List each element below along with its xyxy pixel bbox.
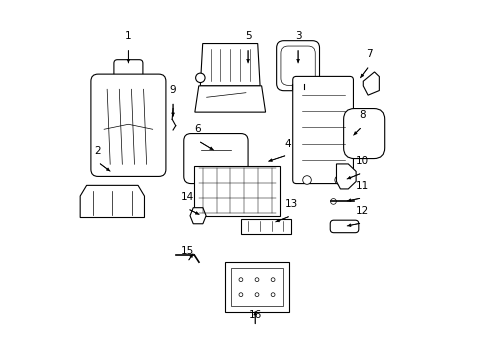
Text: 1: 1 bbox=[125, 31, 131, 41]
Polygon shape bbox=[363, 72, 379, 95]
Text: 8: 8 bbox=[358, 110, 365, 120]
Circle shape bbox=[270, 278, 274, 282]
Polygon shape bbox=[224, 262, 288, 312]
Polygon shape bbox=[200, 44, 260, 86]
Circle shape bbox=[255, 293, 259, 297]
FancyBboxPatch shape bbox=[329, 220, 358, 233]
Polygon shape bbox=[241, 219, 290, 234]
FancyBboxPatch shape bbox=[292, 76, 353, 184]
Text: 15: 15 bbox=[181, 246, 194, 256]
Polygon shape bbox=[194, 86, 265, 112]
Circle shape bbox=[330, 199, 336, 204]
Text: 4: 4 bbox=[284, 139, 290, 149]
FancyBboxPatch shape bbox=[343, 109, 384, 158]
Text: 6: 6 bbox=[194, 124, 201, 134]
Polygon shape bbox=[194, 166, 280, 216]
Circle shape bbox=[334, 176, 343, 184]
Text: 14: 14 bbox=[181, 192, 194, 202]
Text: 2: 2 bbox=[95, 146, 101, 156]
Text: 11: 11 bbox=[355, 181, 368, 192]
Text: 10: 10 bbox=[355, 157, 368, 166]
FancyBboxPatch shape bbox=[91, 74, 165, 176]
Polygon shape bbox=[336, 164, 355, 189]
Circle shape bbox=[302, 176, 311, 184]
Text: 9: 9 bbox=[169, 85, 176, 95]
Text: 13: 13 bbox=[284, 199, 297, 209]
Text: 3: 3 bbox=[294, 31, 301, 41]
Text: 7: 7 bbox=[366, 49, 372, 59]
Polygon shape bbox=[80, 185, 144, 217]
Text: 16: 16 bbox=[248, 310, 261, 320]
FancyBboxPatch shape bbox=[276, 41, 319, 91]
Circle shape bbox=[255, 278, 259, 282]
Polygon shape bbox=[190, 208, 205, 224]
Text: 5: 5 bbox=[244, 31, 251, 41]
Text: 12: 12 bbox=[355, 206, 368, 216]
Circle shape bbox=[239, 293, 243, 297]
Circle shape bbox=[270, 293, 274, 297]
FancyBboxPatch shape bbox=[114, 60, 142, 85]
FancyBboxPatch shape bbox=[281, 46, 315, 85]
FancyBboxPatch shape bbox=[183, 134, 247, 184]
Circle shape bbox=[195, 73, 204, 82]
Polygon shape bbox=[231, 268, 282, 306]
Circle shape bbox=[239, 278, 243, 282]
